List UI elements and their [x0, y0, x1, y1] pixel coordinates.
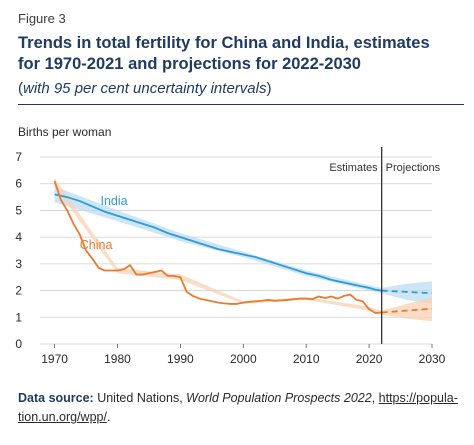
y-tick-label-4: 4 — [15, 230, 22, 244]
y-tick-label-1: 1 — [15, 310, 22, 324]
y-tick-label-7: 7 — [15, 150, 22, 164]
data-source-link-part-1[interactable]: https://popula- — [378, 391, 458, 405]
x-tick-label-2030: 2030 — [419, 352, 446, 366]
china-projection-line — [381, 307, 433, 314]
data-source-label: Data source: — [18, 391, 94, 405]
figure-label: Figure 3 — [18, 11, 66, 26]
y-tick-label-2: 2 — [15, 284, 22, 298]
chart-title: Trends in total fertility for China and … — [18, 33, 463, 75]
data-source-period: . — [106, 410, 111, 424]
x-tick-label-2000: 2000 — [230, 352, 257, 366]
data-source-link[interactable]: https://popula-tion.un.org/wpp/ — [18, 391, 458, 424]
data-source-note: Data source: United Nations, World Popul… — [18, 389, 464, 427]
y-tick-label-6: 6 — [15, 177, 22, 191]
india-series-label: India — [101, 194, 128, 208]
data-source-separator: , — [371, 391, 379, 405]
chart-subtitle: (with 95 per cent uncertainty intervals) — [18, 80, 271, 97]
data-source-link-part-2[interactable]: tion.un.org/wpp/ — [18, 410, 107, 424]
y-tick-label-3: 3 — [15, 257, 22, 271]
data-source-text: United Nations, — [93, 391, 187, 405]
x-tick-label-1990: 1990 — [167, 352, 194, 366]
china-estimate-line — [53, 180, 382, 314]
china-projection-band — [381, 297, 432, 322]
india-projection-line — [381, 289, 433, 295]
data-source-publication: World Population Prospects 2022 — [186, 391, 372, 405]
y-tick-label-0: 0 — [15, 337, 22, 351]
y-tick-label-5: 5 — [15, 203, 22, 217]
subtitle-close-paren: ) — [266, 80, 272, 97]
projections-label: Projections — [386, 162, 441, 174]
china-series-label: China — [80, 238, 113, 252]
fertility-chart: 0 1 2 3 4 5 6 7 1970 1980 1990 2000 2010 2020 2030 Esti… — [15, 147, 446, 366]
x-tick-label-2020: 2020 — [356, 352, 383, 366]
india-estimate-band — [54, 186, 382, 294]
x-tick-label-1970: 1970 — [41, 352, 68, 366]
subtitle-open-paren: ( — [18, 80, 23, 97]
x-tick-label-1980: 1980 — [104, 352, 131, 366]
estimates-label: Estimates — [329, 162, 378, 174]
subtitle-text: with 95 per cent uncertainty intervals — [23, 80, 267, 97]
x-tick-label-2010: 2010 — [293, 352, 320, 366]
india-estimate-line — [54, 193, 382, 292]
chart-title-line-2: for 1970-2021 and projections for 2022-2… — [18, 55, 361, 73]
chart-title-line-1: Trends in total fertility for China and … — [18, 34, 430, 52]
y-axis-label: Births per woman — [18, 125, 112, 139]
title-divider — [18, 104, 464, 105]
